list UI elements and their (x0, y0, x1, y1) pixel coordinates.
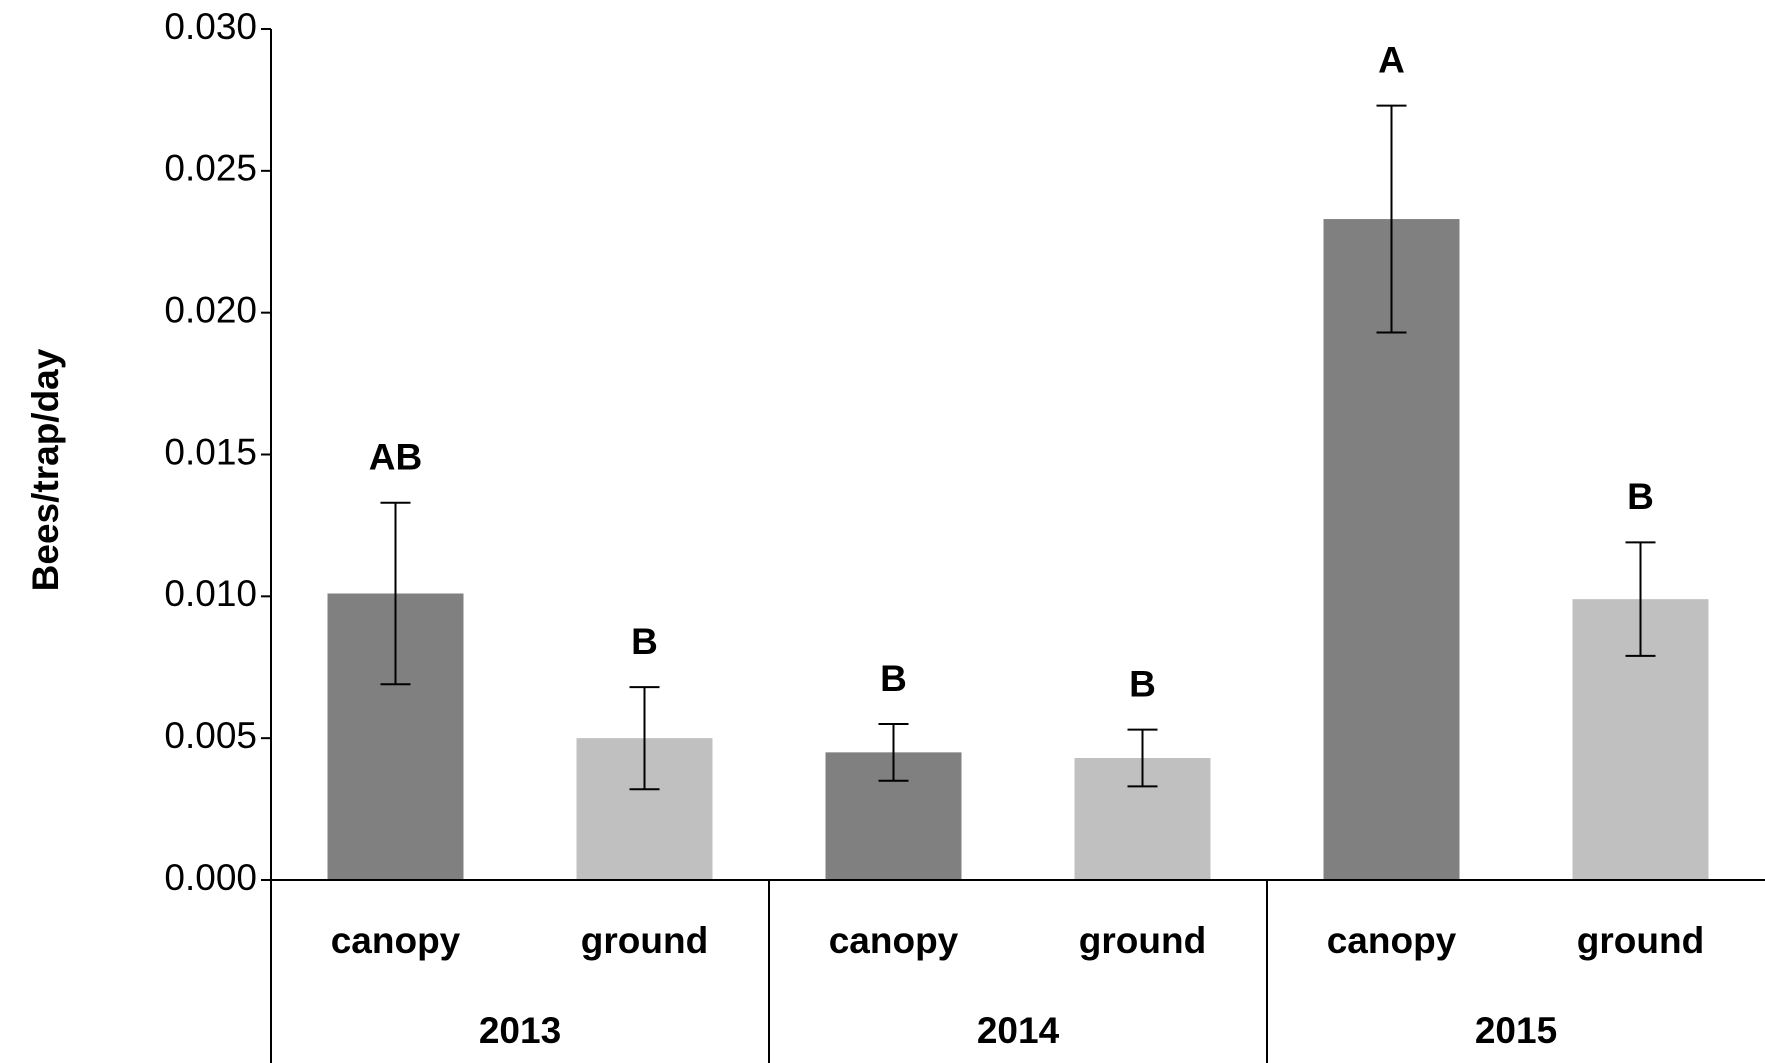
x-tick-label: ground (1577, 920, 1704, 961)
annotation: A (1378, 39, 1405, 80)
y-axis-label: Bees/trap/day (25, 348, 66, 591)
annotation: B (631, 621, 658, 662)
x-tick-label: ground (581, 920, 708, 961)
y-tick-label: 0.025 (164, 148, 257, 189)
group-label: 2015 (1475, 1010, 1557, 1051)
y-tick-label: 0.000 (164, 857, 257, 898)
group-label: 2013 (479, 1010, 561, 1051)
y-tick-label: 0.020 (164, 289, 257, 330)
y-tick-label: 0.015 (164, 431, 257, 472)
x-tick-label: ground (1079, 920, 1206, 961)
y-tick-label: 0.010 (164, 573, 257, 614)
x-tick-label: canopy (331, 920, 461, 961)
y-tick-label: 0.030 (164, 6, 257, 47)
annotation: AB (369, 437, 422, 478)
annotation: B (1627, 476, 1654, 517)
y-tick-label: 0.005 (164, 715, 257, 756)
x-tick-label: canopy (829, 920, 959, 961)
x-tick-label: canopy (1327, 920, 1457, 961)
group-label: 2014 (977, 1010, 1060, 1051)
annotation: B (880, 658, 907, 699)
annotation: B (1129, 663, 1156, 704)
